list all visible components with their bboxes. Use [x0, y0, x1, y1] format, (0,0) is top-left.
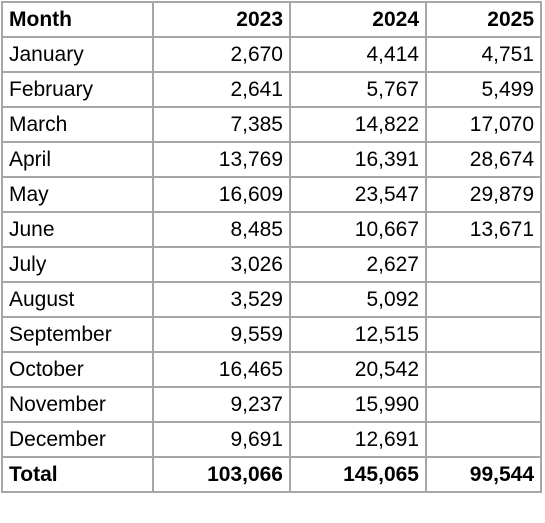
cell-value: 15,990 — [289, 386, 427, 423]
cell-value: 3,026 — [152, 246, 291, 283]
table-row: May 16,609 23,547 29,879 — [1, 176, 542, 213]
column-header: Month — [1, 1, 154, 38]
cell-value: 8,485 — [152, 211, 291, 248]
cell-value: 145,065 — [289, 456, 427, 493]
cell-value: 10,667 — [289, 211, 427, 248]
row-label: June — [1, 211, 154, 248]
column-header: 2025 — [425, 1, 542, 38]
cell-value: 23,547 — [289, 176, 427, 213]
cell-value: 4,751 — [425, 36, 542, 73]
table-row: April 13,769 16,391 28,674 — [1, 141, 542, 178]
cell-value: 17,070 — [425, 106, 542, 143]
cell-value: 12,691 — [289, 421, 427, 458]
cell-value: 2,670 — [152, 36, 291, 73]
cell-value: 7,385 — [152, 106, 291, 143]
empty-cell — [425, 281, 542, 318]
row-label: August — [1, 281, 154, 318]
cell-value: 3,529 — [152, 281, 291, 318]
cell-value: 13,769 — [152, 141, 291, 178]
table-row: September 9,559 12,515 — [1, 316, 542, 353]
cell-value: 29,879 — [425, 176, 542, 213]
cell-value: 16,609 — [152, 176, 291, 213]
cell-value: 99,544 — [425, 456, 542, 493]
cell-value: 103,066 — [152, 456, 291, 493]
table-row: December 9,691 12,691 — [1, 421, 542, 458]
row-label: March — [1, 106, 154, 143]
cell-value: 2,627 — [289, 246, 427, 283]
cell-value: 9,691 — [152, 421, 291, 458]
empty-cell — [425, 246, 542, 283]
cell-value: 16,465 — [152, 351, 291, 388]
cell-value: 9,237 — [152, 386, 291, 423]
table-body: January 2,670 4,414 4,751 February 2,641 5,767… — [1, 36, 542, 493]
cell-value: 20,542 — [289, 351, 427, 388]
table-row: June 8,485 10,667 13,671 — [1, 211, 542, 248]
row-label: January — [1, 36, 154, 73]
row-label: September — [1, 316, 154, 353]
row-label: Total — [1, 456, 154, 493]
row-label: November — [1, 386, 154, 423]
table-row: July 3,026 2,627 — [1, 246, 542, 283]
table-row: November 9,237 15,990 — [1, 386, 542, 423]
empty-cell — [425, 351, 542, 388]
cell-value: 12,515 — [289, 316, 427, 353]
row-label: July — [1, 246, 154, 283]
cell-value: 2,641 — [152, 71, 291, 108]
header-row: Month 2023 2024 2025 — [1, 1, 542, 38]
table-row: August 3,529 5,092 — [1, 281, 542, 318]
row-label: December — [1, 421, 154, 458]
cell-value: 5,499 — [425, 71, 542, 108]
cell-value: 13,671 — [425, 211, 542, 248]
cell-value: 16,391 — [289, 141, 427, 178]
cell-value: 28,674 — [425, 141, 542, 178]
column-header: 2023 — [152, 1, 291, 38]
cell-value: 5,092 — [289, 281, 427, 318]
total-row: Total 103,066 145,065 99,544 — [1, 456, 542, 493]
cell-value: 4,414 — [289, 36, 427, 73]
table-row: March 7,385 14,822 17,070 — [1, 106, 542, 143]
row-label: April — [1, 141, 154, 178]
data-table: Month 2023 2024 2025 January 2,670 4,414 4,751… — [1, 1, 542, 493]
table-row: October 16,465 20,542 — [1, 351, 542, 388]
empty-cell — [425, 421, 542, 458]
row-label: May — [1, 176, 154, 213]
empty-cell — [425, 316, 542, 353]
empty-cell — [425, 386, 542, 423]
table-row: February 2,641 5,767 5,499 — [1, 71, 542, 108]
row-label: October — [1, 351, 154, 388]
row-label: February — [1, 71, 154, 108]
column-header: 2024 — [289, 1, 427, 38]
cell-value: 5,767 — [289, 71, 427, 108]
table-row: January 2,670 4,414 4,751 — [1, 36, 542, 73]
cell-value: 9,559 — [152, 316, 291, 353]
cell-value: 14,822 — [289, 106, 427, 143]
